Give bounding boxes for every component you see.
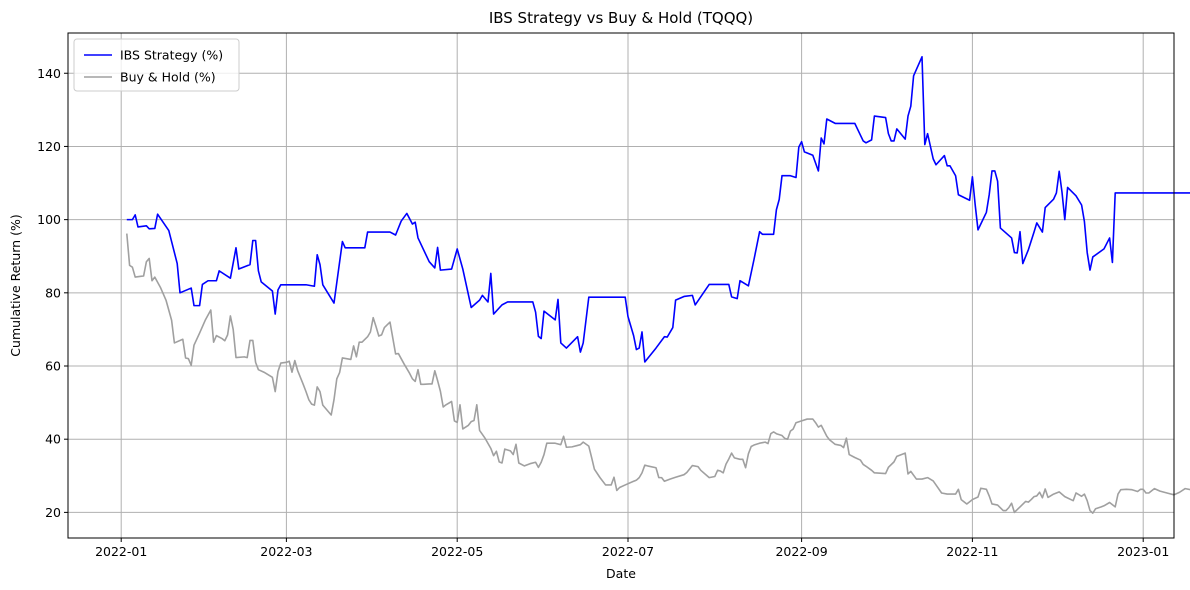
x-tick-label: 2022-05 bbox=[431, 544, 483, 559]
plot-frame bbox=[67, 32, 1175, 539]
legend-label-buy-hold: Buy & Hold (%) bbox=[120, 70, 216, 85]
y-tick-label: 40 bbox=[45, 432, 61, 447]
y-tick-label: 60 bbox=[45, 359, 61, 374]
series-line-buy-hold bbox=[126, 233, 1190, 514]
legend: IBS Strategy (%) Buy & Hold (%) bbox=[73, 38, 240, 92]
y-tick-label: 80 bbox=[45, 285, 61, 300]
y-tick-label: 120 bbox=[37, 139, 61, 154]
y-axis-label: Cumulative Return (%) bbox=[8, 214, 23, 356]
y-tick-label: 100 bbox=[37, 212, 61, 227]
y-tick-label: 140 bbox=[37, 66, 61, 81]
series-line-ibs-strategy bbox=[126, 55, 1190, 363]
grid bbox=[68, 33, 1174, 538]
y-axis: 20 40 60 80 100 120 140 bbox=[37, 66, 68, 520]
x-tick-label: 2022-11 bbox=[946, 544, 998, 559]
series-layer bbox=[126, 55, 1190, 514]
x-tick-label: 2022-03 bbox=[260, 544, 312, 559]
x-tick-label: 2023-01 bbox=[1117, 544, 1169, 559]
y-tick-label: 20 bbox=[45, 505, 61, 520]
x-tick-label: 2022-01 bbox=[95, 544, 147, 559]
legend-box bbox=[73, 38, 240, 92]
x-axis: 2022-01 2022-03 2022-05 2022-07 2022-09 2022-… bbox=[95, 538, 1169, 559]
x-tick-label: 2022-07 bbox=[602, 544, 654, 559]
x-axis-label: Date bbox=[606, 566, 636, 581]
x-tick-label: 2022-09 bbox=[775, 544, 827, 559]
legend-label-ibs-strategy: IBS Strategy (%) bbox=[120, 48, 223, 63]
chart-title: IBS Strategy vs Buy & Hold (TQQQ) bbox=[489, 9, 753, 27]
